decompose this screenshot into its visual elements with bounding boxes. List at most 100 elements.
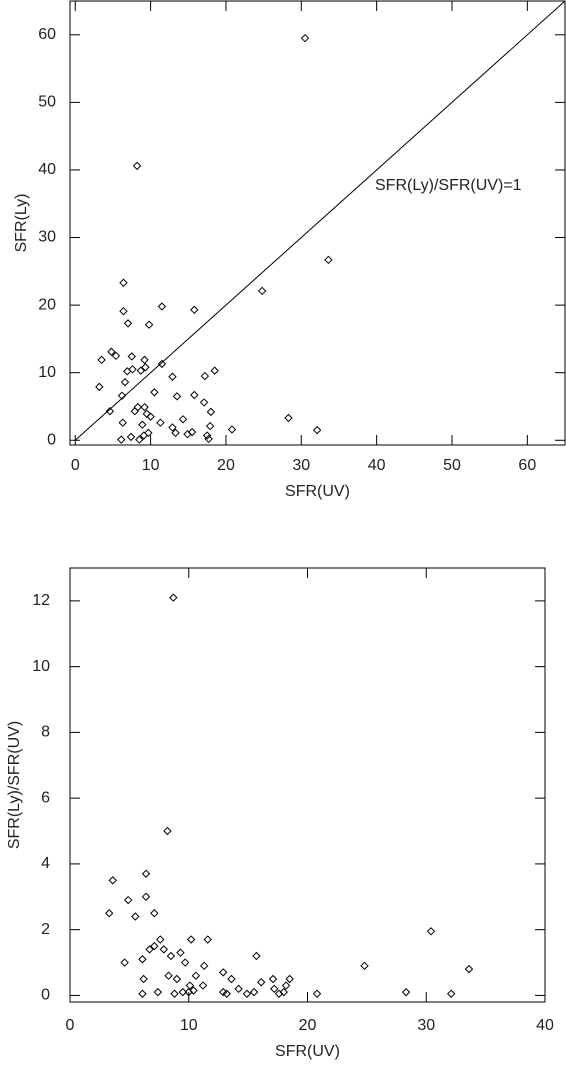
y-tick-label: 10	[38, 364, 56, 381]
annotation: SFR(Ly)/SFR(UV)=1	[375, 177, 522, 194]
data-point	[138, 989, 147, 998]
y-tick-label: 60	[38, 26, 56, 43]
reference-line	[74, 0, 566, 441]
y-tick-label: 40	[38, 161, 56, 178]
data-point	[141, 363, 150, 372]
data-point	[138, 955, 147, 964]
data-point	[210, 366, 219, 375]
data-point	[180, 958, 190, 967]
data-point	[146, 412, 155, 421]
plot-frame	[69, 0, 566, 446]
data-point	[150, 909, 159, 918]
data-point	[97, 355, 106, 365]
data-point	[222, 989, 231, 998]
data-point	[190, 305, 199, 315]
data-point	[199, 961, 209, 971]
data-point	[199, 398, 209, 407]
data-point	[150, 388, 159, 397]
data-point	[156, 935, 165, 944]
data-point	[157, 302, 167, 311]
data-point	[153, 987, 163, 997]
data-point	[132, 161, 142, 171]
data-point	[157, 359, 167, 369]
data-point	[285, 974, 294, 984]
x-tick-label: 10	[142, 457, 160, 474]
data-point	[300, 33, 310, 43]
data-point	[185, 981, 195, 990]
data-point	[166, 951, 176, 961]
data-point	[312, 425, 322, 435]
y-tick-label: 4	[41, 855, 50, 872]
data-point	[119, 278, 128, 288]
data-point	[172, 974, 182, 984]
data-point	[169, 593, 178, 602]
data-point	[128, 365, 137, 374]
data-point	[168, 423, 177, 432]
data-point	[117, 391, 127, 400]
data-point	[270, 984, 279, 994]
data-point	[202, 431, 212, 440]
data-point	[142, 409, 152, 419]
data-point	[135, 435, 144, 444]
data-point	[141, 869, 151, 878]
x-tick-label: 20	[217, 457, 235, 474]
x-tick-label: 30	[292, 457, 310, 474]
data-point	[324, 255, 333, 265]
x-axis-title: SFR(UV)	[275, 1043, 340, 1060]
data-point	[170, 989, 179, 998]
y-axis-title: SFR(Ly)/SFR(UV)	[6, 721, 23, 849]
data-point	[426, 927, 436, 936]
data-point	[156, 418, 165, 427]
data-point	[178, 415, 188, 424]
x-tick-label: 0	[71, 457, 80, 474]
y-tick-label: 50	[38, 94, 56, 111]
data-point	[446, 989, 456, 998]
y-tick-label: 10	[32, 658, 50, 675]
y-tick-label: 6	[41, 789, 50, 806]
data-point	[227, 974, 236, 984]
data-point	[120, 958, 129, 967]
data-point	[140, 355, 149, 365]
data-point	[120, 377, 130, 387]
data-point	[401, 987, 411, 997]
x-tick-label: 40	[368, 457, 386, 474]
data-point	[242, 989, 252, 998]
data-point	[133, 402, 143, 412]
data-point	[127, 352, 136, 361]
data-point	[464, 964, 474, 974]
data-point	[123, 895, 133, 905]
data-point	[191, 971, 201, 980]
data-point	[108, 876, 117, 885]
data-point	[249, 987, 259, 997]
data-point	[139, 974, 148, 984]
x-tick-label: 40	[536, 1017, 554, 1034]
data-point	[312, 989, 322, 998]
data-point	[172, 392, 182, 401]
data-point	[117, 435, 126, 444]
data-point	[164, 971, 173, 980]
data-point	[163, 826, 172, 836]
data-point	[218, 987, 228, 997]
x-axis-title: SFR(UV)	[285, 483, 350, 500]
x-tick-label: 0	[66, 1017, 75, 1034]
data-point	[218, 968, 228, 977]
data-point	[360, 961, 369, 971]
data-point	[279, 987, 288, 997]
y-tick-label: 0	[47, 431, 56, 448]
data-point	[171, 428, 180, 438]
y-tick-label: 8	[41, 724, 50, 741]
data-point	[281, 981, 291, 990]
data-point	[200, 371, 210, 381]
data-point	[187, 427, 197, 437]
data-point	[126, 432, 136, 442]
data-point	[284, 413, 293, 423]
data-point	[189, 986, 198, 995]
data-point	[203, 935, 212, 944]
data-point	[141, 892, 151, 901]
data-point	[118, 418, 127, 427]
data-point	[145, 945, 154, 954]
y-tick-label: 0	[41, 987, 50, 1004]
data-point	[107, 347, 116, 356]
data-point	[168, 372, 177, 381]
